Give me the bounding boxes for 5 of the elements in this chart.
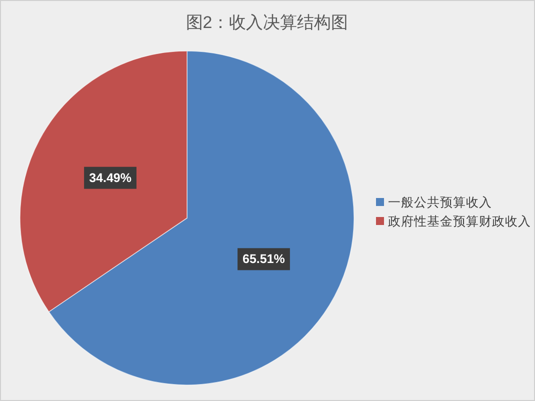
- legend-label: 一般公共预算收入: [388, 196, 492, 210]
- legend-label: 政府性基金预算财政收入: [388, 214, 531, 228]
- chart-title: 图2：收入决算结构图: [186, 13, 348, 32]
- data-label: 65.51%: [242, 252, 285, 266]
- data-label: 34.49%: [89, 170, 132, 185]
